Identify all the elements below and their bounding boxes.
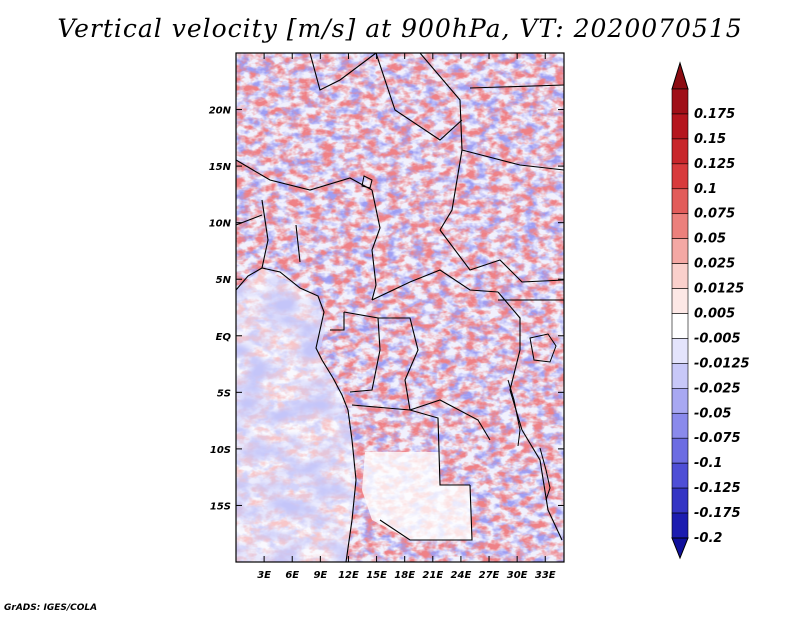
colorbar-swatch: [671, 412, 689, 439]
colorbar-swatch: [671, 163, 689, 190]
x-tick-label: 6E: [285, 570, 299, 581]
colorbar-swatch: [671, 388, 689, 414]
colorbar-swatch: [671, 462, 689, 489]
y-tick-label: EQ: [216, 332, 232, 343]
colorbar-label: 0.025: [694, 257, 735, 272]
y-tick-label: 20N: [209, 106, 232, 117]
x-tick-label: 24E: [451, 570, 472, 581]
colorbar-swatch: [671, 138, 689, 165]
colorbar-swatch: [671, 88, 689, 115]
colorbar: 0.175 0.15 0.125 0.1 0.075 0.05 0.025 0.0125 0.0…: [671, 61, 750, 560]
colorbar-label: -0.0125: [694, 356, 750, 371]
colorbar-label: -0.025: [694, 381, 741, 396]
colorbar-swatch: [671, 238, 689, 264]
colorbar-swatch: [671, 188, 689, 215]
x-tick-label: 18E: [394, 570, 415, 581]
colorbar-label: 0.005: [694, 307, 735, 322]
x-tick-label: 33E: [535, 570, 556, 581]
colorbar-label: -0.075: [694, 431, 741, 446]
plot-frame: [235, 52, 565, 563]
colorbar-label: -0.2: [694, 531, 722, 546]
colorbar-swatch: [671, 363, 689, 389]
colorbar-label: 0.15: [694, 132, 726, 147]
colorbar-swatch: [671, 338, 689, 364]
x-tick-label: 9E: [313, 570, 327, 581]
colorbar-label: 0.0125: [694, 282, 744, 297]
colorbar-swatch: [671, 113, 689, 140]
x-tick-label: 3E: [257, 570, 271, 581]
boundaries: [236, 53, 564, 562]
x-tick-label: 15E: [366, 570, 387, 581]
x-tick-label: 27E: [479, 570, 500, 581]
lake-malawi: [539, 447, 551, 501]
colorbar-over-arrow: [671, 61, 689, 90]
colorbar-label: -0.175: [694, 506, 741, 521]
coastline: [236, 267, 357, 562]
colorbar-swatch: [671, 313, 689, 339]
y-tick-label: 10S: [210, 445, 231, 456]
colorbar-label: 0.05: [694, 232, 726, 247]
colorbar-swatch: [671, 263, 689, 289]
y-tick-label: 15S: [210, 501, 231, 512]
grads-credit: GrADS: IGES/COLA: [4, 603, 98, 613]
colorbar-swatch: [671, 512, 689, 539]
colorbar-swatch: [671, 437, 689, 464]
x-tick-label: 30E: [507, 570, 528, 581]
x-tick-label: 21E: [422, 570, 443, 581]
lake-victoria: [529, 333, 557, 363]
y-tick-label: 15N: [209, 162, 232, 173]
lakes: [361, 175, 557, 501]
colorbar-label: 0.175: [694, 107, 735, 122]
colorbar-swatch: [671, 487, 689, 514]
colorbar-label: 0.1: [694, 182, 717, 197]
colorbar-label: 0.125: [694, 157, 735, 172]
axis-ticks: 3E 6E 9E 12E 15E 18E 21E 24E 27E 30E 33E 20N 15N 10N 5…: [209, 53, 564, 581]
velocity-field: [236, 53, 564, 562]
quiet-region: [362, 452, 472, 540]
y-tick-label: 10N: [209, 219, 232, 230]
colorbar-label: -0.005: [694, 331, 741, 346]
colorbar-label: -0.05: [694, 406, 731, 421]
colorbar-label: -0.1: [694, 456, 722, 471]
lake-tanganyika: [507, 379, 521, 447]
chart-title: Vertical velocity [m/s] at 900hPa, VT: 2…: [57, 14, 743, 43]
colorbar-label: 0.075: [694, 207, 735, 222]
colorbar-under-arrow: [671, 537, 689, 560]
colorbar-label: -0.125: [694, 481, 741, 496]
y-tick-label: 5S: [217, 388, 231, 399]
colorbar-swatch: [671, 213, 689, 239]
x-tick-label: 12E: [338, 570, 359, 581]
y-tick-label: 5N: [216, 275, 232, 286]
colorbar-swatch: [671, 288, 689, 314]
lake-chad: [361, 175, 373, 189]
